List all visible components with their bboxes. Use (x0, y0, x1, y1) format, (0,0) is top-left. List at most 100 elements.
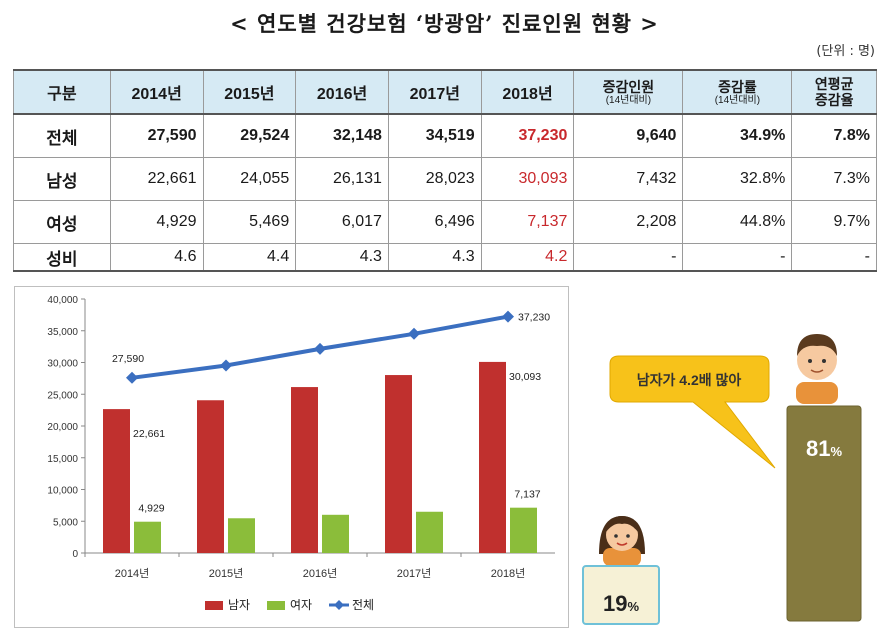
table-cell: 32.8% (682, 157, 793, 201)
table-cell: 28,023 (387, 157, 482, 201)
x-tick-label: 2016년 (303, 567, 338, 580)
bar-female (510, 507, 537, 553)
table-cell: 9,640 (573, 113, 684, 158)
data-label: 22,661 (133, 428, 165, 440)
callout-text: 남자가 4.2배 많아 (637, 372, 742, 388)
male-percent-sign: % (830, 444, 842, 459)
gender-infographic: 남자가 4.2배 많아 81% 19% (575, 286, 875, 631)
table-cell: 34,519 (387, 113, 482, 158)
line-point (126, 371, 138, 384)
data-label: 4,929 (138, 503, 164, 515)
table-cell: 7,432 (573, 157, 684, 201)
table-cell: 7.8% (791, 113, 877, 158)
table-cell: 4.3 (387, 243, 482, 272)
row-label: 전체 (13, 113, 111, 158)
bar-female (228, 518, 255, 553)
table-cell: - (682, 243, 793, 272)
male-avatar-icon (796, 334, 838, 404)
legend-swatch (267, 601, 285, 610)
male-percent-value: 81 (806, 436, 830, 461)
table-cell: 5,469 (202, 200, 297, 244)
table-cell: 7,137 (480, 200, 575, 244)
table-cell: 29,524 (202, 113, 297, 158)
bar-male (103, 409, 130, 553)
y-tick-label: 0 (72, 549, 78, 560)
table-cell: 7.3% (791, 157, 877, 201)
bar-male (385, 375, 412, 553)
legend-label: 여자 (290, 598, 312, 612)
table-row-male: 남성 22,661 24,055 26,131 28,023 30,093 7,… (13, 157, 877, 201)
female-percent-value: 19 (603, 591, 627, 616)
table-cell: - (573, 243, 684, 272)
female-percent-label: 19% (603, 591, 639, 616)
header-annual-rate: 연평균 증감율 (791, 69, 877, 115)
table-cell: 22,661 (109, 157, 204, 201)
data-label: 37,230 (518, 312, 550, 324)
table-cell: 32,148 (295, 113, 389, 158)
table-cell: 4,929 (109, 200, 204, 244)
table-cell: 37,230 (480, 113, 575, 158)
x-tick-label: 2014년 (115, 567, 150, 580)
header-change-rate: 증감률 (14년대비) (682, 69, 793, 115)
female-avatar-icon (599, 516, 645, 566)
infographic-svg: 남자가 4.2배 많아 81% 19% (582, 334, 862, 625)
table-row-female: 여성 4,929 5,469 6,017 6,496 7,137 2,208 4… (13, 200, 877, 244)
table-cell: 9.7% (791, 200, 877, 244)
legend-label: 전체 (352, 598, 374, 612)
callout-bubble: 남자가 4.2배 많아 (609, 355, 776, 469)
bar-female (416, 511, 443, 553)
x-tick-label: 2018년 (491, 567, 526, 580)
table-cell: 6,496 (387, 200, 482, 244)
y-tick-label: 30,000 (47, 359, 78, 370)
legend-marker (334, 600, 344, 610)
page-title: < 연도별 건강보험 ‘방광암’ 진료인원 현황 > (230, 11, 659, 36)
y-tick-label: 10,000 (47, 486, 78, 497)
table-row-total: 전체 27,590 29,524 32,148 34,519 37,230 9,… (13, 113, 877, 158)
line-point (314, 342, 326, 355)
x-tick-label: 2017년 (397, 567, 432, 580)
bar-male (479, 361, 506, 553)
table-header-row: 구분 2014년 2015년 2016년 2017년 2018년 증감인원 (14… (13, 69, 877, 115)
stats-table: 구분 2014년 2015년 2016년 2017년 2018년 증감인원 (14… (13, 69, 877, 272)
chart-panel: 0 5,000 10,000 15,000 20,000 25,000 30,000 35,0… (14, 286, 569, 628)
y-tick-label: 35,000 (47, 327, 78, 338)
line-point (502, 310, 514, 323)
table-row-ratio: 성비 4.6 4.4 4.3 4.3 4.2 - - - (13, 243, 877, 272)
male-percent-label: 81% (806, 436, 842, 461)
header-2017: 2017년 (387, 69, 482, 115)
bar-male (197, 400, 224, 553)
data-label: 7,137 (514, 489, 540, 501)
header-category: 구분 (13, 69, 111, 115)
table-cell: 26,131 (295, 157, 389, 201)
bar-female (134, 521, 161, 553)
y-tick-label: 20,000 (47, 422, 78, 433)
table-cell: 4.4 (202, 243, 297, 272)
x-tick-label: 2015년 (209, 567, 244, 580)
table-cell: 6,017 (295, 200, 389, 244)
header-2018: 2018년 (480, 69, 575, 115)
row-label: 성비 (13, 243, 111, 272)
table-cell: 2,208 (573, 200, 684, 244)
combo-chart: 0 5,000 10,000 15,000 20,000 25,000 30,000 35,0… (47, 295, 555, 612)
female-percent-sign: % (627, 599, 639, 614)
female-percent-bar (582, 565, 660, 625)
y-tick-label: 5,000 (53, 517, 78, 528)
unit-label: (단위 : 명) (816, 44, 875, 59)
line-point (220, 359, 232, 372)
header-2015: 2015년 (202, 69, 297, 115)
table-cell: 30,093 (480, 157, 575, 201)
header-change-count: 증감인원 (14년대비) (573, 69, 684, 115)
table-cell: - (791, 243, 877, 272)
bar-male (291, 387, 318, 553)
bar-female (322, 514, 349, 553)
row-label: 여성 (13, 200, 111, 244)
table-cell: 4.2 (480, 243, 575, 272)
header-2014: 2014년 (109, 69, 204, 115)
y-tick-label: 40,000 (47, 295, 78, 306)
table-cell: 34.9% (682, 113, 793, 158)
data-label: 27,590 (112, 353, 144, 365)
row-label: 남성 (13, 157, 111, 201)
y-tick-label: 25,000 (47, 390, 78, 401)
table-cell: 44.8% (682, 200, 793, 244)
line-point (408, 327, 420, 340)
